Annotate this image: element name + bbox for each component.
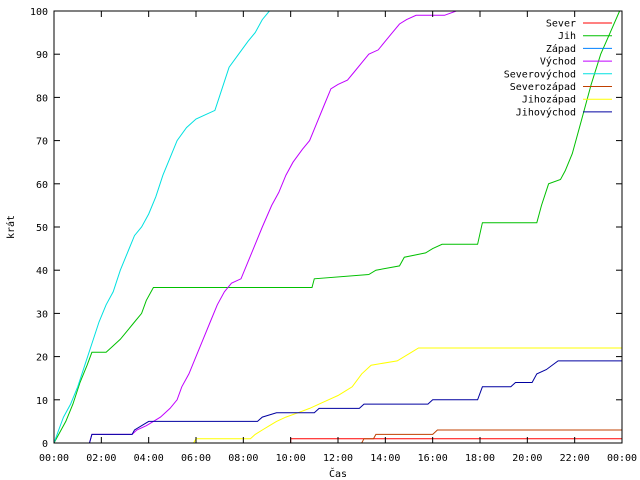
- series-line-5: [53, 10, 622, 444]
- y-tick-label: 40: [36, 266, 48, 277]
- y-axis-label: krát: [5, 215, 17, 239]
- x-tick-label: 08:00: [228, 453, 258, 464]
- legend-label: Západ: [546, 43, 576, 55]
- x-tick-label: 18:00: [465, 453, 495, 464]
- x-tick-label: 06:00: [181, 453, 211, 464]
- y-tick-label: 60: [36, 180, 48, 191]
- x-tick-label: 22:00: [560, 453, 590, 464]
- x-tick-label: 00:00: [607, 453, 637, 464]
- legend: SeverJihZápadVýchodSeverovýchodSeverozáp…: [504, 19, 612, 118]
- x-tick-label: 16:00: [418, 453, 448, 464]
- legend-label: Jihovýchod: [516, 106, 576, 118]
- y-tick-label: 30: [36, 309, 48, 320]
- x-axis-label: Čas: [329, 467, 347, 480]
- x-tick-label: 04:00: [134, 453, 164, 464]
- legend-label: Severozápad: [510, 81, 576, 93]
- x-tick-label: 02:00: [86, 453, 116, 464]
- y-tick-label: 20: [36, 353, 48, 364]
- legend-label: Východ: [540, 56, 576, 68]
- axis-ticks: 0 10 20 30 40 50 60 70 80 90 100 00:00 02:00 04:00 06:…: [30, 7, 637, 464]
- series-line-2: [53, 10, 622, 444]
- x-tick-label: 14:00: [370, 453, 400, 464]
- y-tick-label: 10: [36, 396, 48, 407]
- series-line-7: [54, 347, 622, 444]
- legend-label: Jih: [558, 31, 576, 42]
- series-line-4: [54, 10, 622, 444]
- legend-label: Severovýchod: [504, 68, 576, 80]
- x-tick-label: 12:00: [323, 453, 353, 464]
- y-tick-label: 0: [42, 439, 48, 450]
- series-line-8: [54, 360, 622, 444]
- y-tick-label: 50: [36, 223, 48, 234]
- y-tick-label: 80: [36, 93, 48, 104]
- y-tick-label: 70: [36, 137, 48, 148]
- x-tick-label: 10:00: [276, 453, 306, 464]
- legend-label: Sever: [546, 19, 576, 30]
- x-tick-label: 20:00: [512, 453, 542, 464]
- x-tick-label: 00:00: [39, 453, 69, 464]
- legend-label: Jihozápad: [522, 94, 576, 106]
- y-tick-label: 90: [36, 50, 48, 61]
- y-tick-label: 100: [30, 7, 48, 18]
- series-line-6: [54, 429, 622, 444]
